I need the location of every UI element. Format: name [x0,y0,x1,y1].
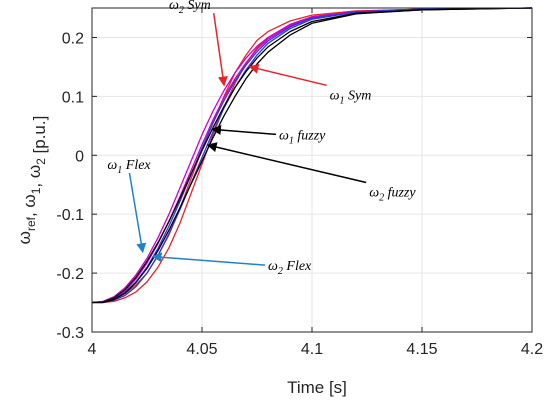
series-annotation: ω2 Flex [268,259,312,277]
annotation-arrow [206,142,367,184]
y-tick-label: -0.1 [56,207,84,224]
y-tick-label: 0 [75,148,84,165]
annotation-arrow [151,252,266,266]
annotation-arrow [248,63,327,87]
y-tick-label: 0.2 [62,30,84,47]
series-annotation: ω2 Sym [169,0,211,16]
x-tick-label: 4 [88,341,97,358]
series-annotation: ω1 Sym [330,88,372,106]
y-axis-label: ωref, ω1, ω2 [p.u.] [15,116,49,245]
annotation-arrow [212,13,228,87]
x-tick-label: 4.2 [521,341,543,358]
series-line [91,7,533,304]
annotation-layer: ω2 Sym ω1 Sym ω1 fuzzy ω2 fuzzy ω1 Flex ω2 Fl… [107,0,416,277]
annotation-arrow [128,172,147,254]
x-tick-label: 4.15 [406,341,437,358]
series-annotation: ω2 fuzzy [369,186,416,204]
series-line [91,7,533,304]
y-tick-label: 0.1 [62,89,84,106]
series-annotation: ω1 Flex [107,158,151,176]
y-tick-label: -0.3 [56,325,84,342]
annotation-arrow [211,125,277,136]
y-tick-label: -0.2 [56,266,84,283]
x-axis-label: Time [s] [287,378,347,397]
x-tick-label: 4.1 [301,341,323,358]
series-annotation: ω1 fuzzy [279,128,326,146]
x-tick-label: 4.05 [186,341,217,358]
ticks-layer: 4 4.05 4.1 4.15 4.2 -0.3 -0.2 -0.1 0 0.1 0.2 [56,8,543,358]
series-line [91,7,533,304]
